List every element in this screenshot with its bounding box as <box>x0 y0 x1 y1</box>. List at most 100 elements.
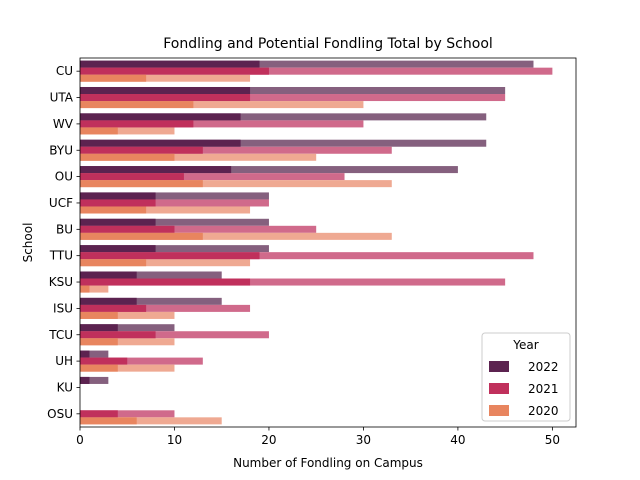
bar-total-2021-WV <box>80 120 364 128</box>
bar-fondling-2020-TTU <box>80 259 147 267</box>
y-tick-label: OSU <box>47 407 73 421</box>
legend-frame <box>481 332 571 422</box>
bar-total-2022-TTU <box>80 245 269 253</box>
y-tick-label: KU <box>57 380 73 394</box>
x-tick-label: 50 <box>545 433 560 447</box>
bar-fondling-2022-WV <box>80 113 241 121</box>
bar-total-2022-KU <box>80 376 109 384</box>
bar-fondling-2021-WV <box>80 120 194 128</box>
bar-total-2020-UH <box>80 364 175 372</box>
bar-total-2020-OU <box>80 180 392 188</box>
y-tick-label: OU <box>55 170 73 184</box>
legend-label-2022: 2022 <box>528 360 559 374</box>
bar-total-2022-ISU <box>80 297 222 305</box>
bar-fondling-2022-UCF <box>80 192 156 200</box>
bar-fondling-2021-BYU <box>80 146 203 154</box>
bar-fondling-2021-TCU <box>80 331 156 339</box>
bar-fondling-2020-WV <box>80 127 118 135</box>
bar-fondling-2022-KU <box>80 376 90 384</box>
bar-fondling-2022-CU <box>80 60 260 68</box>
bar-fondling-2020-CU <box>80 74 147 82</box>
bar-fondling-2020-UH <box>80 364 118 372</box>
bar-fondling-2021-BU <box>80 225 175 233</box>
y-tick-label: TTU <box>49 249 73 263</box>
bar-total-2022-OU <box>80 166 458 174</box>
bar-total-2022-TCU <box>80 324 175 332</box>
bar-total-2021-UCF <box>80 199 269 207</box>
legend-label-2021: 2021 <box>528 382 559 396</box>
bar-fondling-2022-UH <box>80 350 90 358</box>
y-tick-label: BU <box>56 222 73 236</box>
bar-total-2020-CU <box>80 74 251 82</box>
bar-total-2020-TCU <box>80 338 175 346</box>
bar-fondling-2022-KSU <box>80 271 137 279</box>
bar-fondling-2022-TTU <box>80 245 156 253</box>
y-tick-label: ISU <box>53 301 73 315</box>
bar-fondling-2021-OU <box>80 173 184 181</box>
bar-total-2021-TCU <box>80 331 269 339</box>
plot-frame <box>79 57 577 428</box>
x-axis-ticks: 0 10 20 30 40 50 <box>76 427 560 447</box>
y-axis-ticks: CU UTA WV BYU OU UCF BU TTU KSU ISU TCU UH KU OSU <box>47 64 80 421</box>
bar-total-2022-UCF <box>80 192 269 200</box>
bar-fondling-2021-UH <box>80 357 128 365</box>
bar-total-2020-KSU <box>80 285 109 293</box>
bar-fondling-2022-TCU <box>80 324 118 332</box>
bar-total-2022-KSU <box>80 271 222 279</box>
y-tick-label: UCF <box>49 196 73 210</box>
bar-total-2021-BU <box>80 225 317 233</box>
legend: Year 2022 2021 2020 <box>481 332 571 422</box>
bar-fondling-2020-UTA <box>80 101 194 109</box>
bar-fondling-2022-BU <box>80 218 156 226</box>
y-tick-label: CU <box>56 64 73 78</box>
x-tick-label: 30 <box>356 433 371 447</box>
bar-fondling-2021-UCF <box>80 199 156 207</box>
bar-fondling-2020-BU <box>80 232 203 240</box>
legend-entries: 2022 2021 2020 <box>489 360 559 418</box>
bar-total-2021-UH <box>80 357 203 365</box>
bar-fondling-2022-ISU <box>80 297 137 305</box>
x-axis-label: Number of Fondling on Campus <box>233 456 423 470</box>
bar-total-2021-UTA <box>80 94 506 102</box>
bar-fondling-2021-UTA <box>80 94 251 102</box>
bar-fondling-2021-ISU <box>80 304 147 312</box>
bar-total-2020-WV <box>80 127 175 135</box>
bar-total-2022-BYU <box>80 139 487 147</box>
legend-title: Year <box>512 338 538 352</box>
y-tick-label: KSU <box>49 275 73 289</box>
x-tick-label: 40 <box>450 433 465 447</box>
legend-swatch-2020 <box>489 405 509 416</box>
bar-total-2021-OU <box>80 173 345 181</box>
legend-swatch-2021 <box>489 383 509 394</box>
y-tick-label: WV <box>53 117 74 131</box>
bar-fondling-2020-OSU <box>80 417 137 425</box>
legend-swatch-2022 <box>489 361 509 372</box>
bar-total-2022-BU <box>80 218 269 226</box>
bar-total-2022-UTA <box>80 86 506 95</box>
bar-total-2022-CU <box>80 60 534 68</box>
bar-total-2022-UH <box>80 350 109 358</box>
bar-total-2021-CU <box>80 67 553 75</box>
bar-fondling-2020-ISU <box>80 311 118 319</box>
bar-fondling-2021-TTU <box>80 252 260 260</box>
bar-total-2020-OSU <box>80 417 222 425</box>
bar-fondling-2021-KSU <box>80 278 251 286</box>
bar-total-2020-ISU <box>80 311 175 319</box>
bar-total-2021-TTU <box>80 252 534 260</box>
x-tick-label: 20 <box>261 433 276 447</box>
bar-total-2020-BYU <box>80 153 317 161</box>
bar-fondling-2022-UTA <box>80 86 251 95</box>
bar-fondling-2020-TCU <box>80 338 118 346</box>
bar-fondling-2020-OU <box>80 180 203 188</box>
legend-label-2020: 2020 <box>528 404 559 418</box>
bar-total-2020-UTA <box>80 101 364 109</box>
bar-total-2021-ISU <box>80 304 251 312</box>
bar-total-2020-BU <box>80 232 392 240</box>
chart-title: Fondling and Potential Fondling Total by… <box>163 36 493 52</box>
bar-total-2021-OSU <box>80 410 175 418</box>
y-tick-label: TCU <box>48 328 73 342</box>
bar-fondling-2020-KSU <box>80 285 90 293</box>
y-tick-label: BYU <box>49 143 73 157</box>
x-tick-label: 0 <box>76 433 84 447</box>
